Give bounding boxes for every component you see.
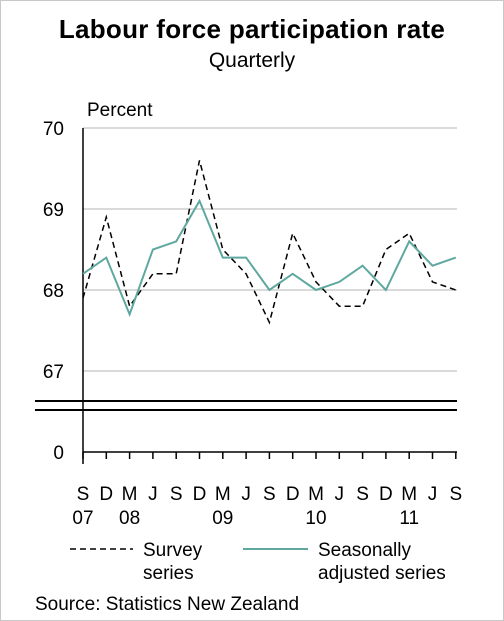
- seasonally-adjusted-point: [431, 265, 433, 267]
- legend-seasonally-adjusted-label-line2: adjusted series: [318, 563, 446, 584]
- seasonally-adjusted-point: [292, 273, 294, 275]
- x-tick-label: M: [215, 484, 231, 505]
- survey-point: [245, 273, 247, 275]
- legend: Survey series Seasonally adjusted series: [70, 540, 446, 584]
- seasonally-adjusted-point: [105, 256, 107, 258]
- seasonally-adjusted-point: [198, 200, 200, 202]
- seasonally-adjusted-point: [385, 289, 387, 291]
- x-tick-label: J: [428, 484, 438, 505]
- y-tick-label-0: 0: [53, 443, 64, 464]
- x-tick-label: D: [286, 484, 300, 505]
- x-tick-label: J: [335, 484, 345, 505]
- seasonally-adjusted-point: [455, 256, 457, 258]
- y-axis-label: Percent: [87, 100, 153, 121]
- survey-point: [82, 297, 84, 299]
- seasonally-adjusted-point: [128, 313, 130, 315]
- x-tick-year-label: 08: [119, 508, 140, 529]
- y-tick-label-69: 69: [43, 200, 64, 221]
- y-tick-label-68: 68: [43, 281, 64, 302]
- seasonally-adjusted-point: [268, 289, 270, 291]
- x-tick-label: S: [263, 484, 276, 505]
- seasonally-adjusted-series-line: [82, 198, 457, 318]
- legend-survey-label-line1: Survey: [143, 540, 203, 561]
- survey-point: [175, 273, 177, 275]
- seasonally-adjusted-point: [152, 248, 154, 250]
- seasonally-adjusted-point: [361, 265, 363, 267]
- x-tick-labels: S D M J S D M J S D M J S D M J S07 08 09 10 11: [72, 452, 462, 529]
- seasonally-adjusted-point: [222, 256, 224, 258]
- chart-subtitle: Quarterly: [208, 49, 296, 72]
- x-tick-label: S: [356, 484, 369, 505]
- survey-point: [385, 248, 387, 250]
- series-lines: [82, 160, 457, 325]
- survey-point: [222, 248, 224, 250]
- seasonally-adjusted-point: [315, 289, 317, 291]
- y-tick-label-70: 70: [43, 119, 64, 140]
- survey-point: [361, 305, 363, 307]
- x-tick-label: M: [308, 484, 324, 505]
- x-tick-year-label: 11: [399, 508, 419, 529]
- x-tick-label: S: [170, 484, 183, 505]
- survey-point: [455, 289, 457, 291]
- survey-point: [431, 281, 433, 283]
- legend-seasonally-adjusted-label-line1: Seasonally: [318, 540, 411, 561]
- x-tick-label: D: [193, 484, 207, 505]
- seasonally-adjusted-point: [338, 281, 340, 283]
- x-tick-label: D: [99, 484, 113, 505]
- y-tick-labels: 70 69 68 67 0: [43, 119, 64, 464]
- survey-point: [315, 281, 317, 283]
- survey-series-line: [82, 160, 457, 325]
- x-tick-label: J: [241, 484, 251, 505]
- survey-point: [268, 321, 270, 323]
- y-tick-label-67: 67: [43, 362, 64, 383]
- x-tick-year-label: 07: [72, 508, 93, 529]
- seasonally-adjusted-point: [408, 240, 410, 242]
- source-note: Source: Statistics New Zealand: [35, 594, 300, 615]
- x-tick-year-label: 10: [305, 508, 326, 529]
- seasonally-adjusted-point: [245, 256, 247, 258]
- x-tick-label: M: [401, 484, 417, 505]
- data-points: [82, 159, 457, 323]
- survey-point: [198, 159, 200, 161]
- x-tick-label: D: [379, 484, 393, 505]
- survey-point: [292, 232, 294, 234]
- seasonally-adjusted-point: [82, 273, 84, 275]
- gridlines: [83, 127, 457, 372]
- survey-point: [152, 273, 154, 275]
- survey-point: [338, 305, 340, 307]
- survey-point: [128, 305, 130, 307]
- x-tick-label: S: [77, 484, 90, 505]
- x-tick-label: J: [148, 484, 158, 505]
- axes: Percent: [35, 100, 457, 464]
- seasonally-adjusted-point: [175, 240, 177, 242]
- legend-survey-label-line2: series: [143, 563, 194, 584]
- survey-point: [408, 232, 410, 234]
- x-tick-label: S: [449, 484, 462, 505]
- chart-title: Labour force participation rate: [58, 14, 446, 44]
- x-tick-year-label: 09: [212, 508, 233, 529]
- survey-point: [105, 216, 107, 218]
- x-tick-label: M: [122, 484, 138, 505]
